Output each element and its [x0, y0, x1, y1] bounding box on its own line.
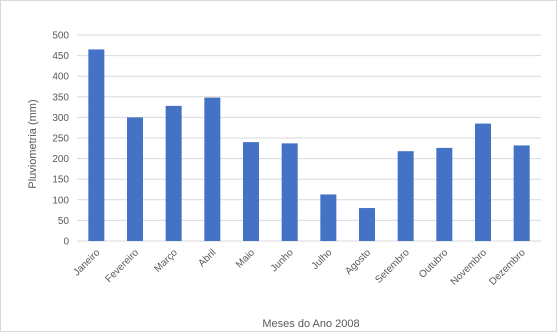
x-tick-label: Dezembro — [487, 247, 528, 288]
y-tick-label: 150 — [52, 175, 69, 186]
bar-agosto — [359, 208, 375, 241]
y-tick-label: 200 — [52, 154, 69, 165]
x-tick-label: Abril — [197, 247, 219, 269]
x-tick-label: Março — [152, 247, 180, 275]
bar-fevereiro — [127, 117, 143, 241]
x-tick-label: Setembro — [373, 247, 412, 286]
bar-maio — [243, 142, 259, 241]
y-tick-label: 400 — [52, 72, 69, 83]
bar-dezembro — [513, 145, 530, 241]
y-tick-label: 450 — [52, 51, 69, 62]
x-tick-label: Julho — [310, 247, 335, 272]
y-tick-label: 50 — [58, 216, 70, 227]
x-tick-label: Maio — [234, 247, 257, 270]
x-tick-label: Agosto — [343, 247, 373, 277]
y-axis-tick-labels: 0 50 100 150 200 250 300 350 400 450 500 — [52, 31, 69, 248]
x-tick-label: Janeiro — [71, 247, 102, 278]
bar-novembro — [475, 123, 491, 241]
bar-março — [165, 105, 182, 241]
bar-junho — [281, 143, 298, 241]
y-tick-label: 250 — [52, 134, 69, 145]
bar-outubro — [436, 147, 453, 241]
bars — [88, 49, 530, 242]
x-axis-tick-labels: Janeiro Fevereiro Março Abril Maio Junho Julho… — [71, 247, 528, 288]
x-tick-label: Junho — [269, 247, 296, 274]
bar-abril — [204, 97, 221, 242]
x-tick-label: Outubro — [417, 247, 451, 281]
y-tick-label: 100 — [52, 195, 69, 206]
gridlines — [77, 34, 541, 242]
x-tick-label: Novembro — [449, 247, 490, 288]
bar-julho — [320, 194, 337, 241]
y-tick-label: 0 — [63, 237, 69, 248]
y-tick-label: 500 — [52, 31, 69, 42]
y-tick-label: 350 — [52, 92, 69, 103]
bar-setembro — [397, 151, 414, 241]
x-tick-label: Fevereiro — [103, 247, 141, 285]
bar-janeiro — [88, 49, 105, 241]
x-axis-title: Meses do Ano 2008 — [262, 318, 359, 330]
y-tick-label: 300 — [52, 113, 69, 124]
y-axis-title: Pluviometria (mm) — [27, 99, 39, 188]
